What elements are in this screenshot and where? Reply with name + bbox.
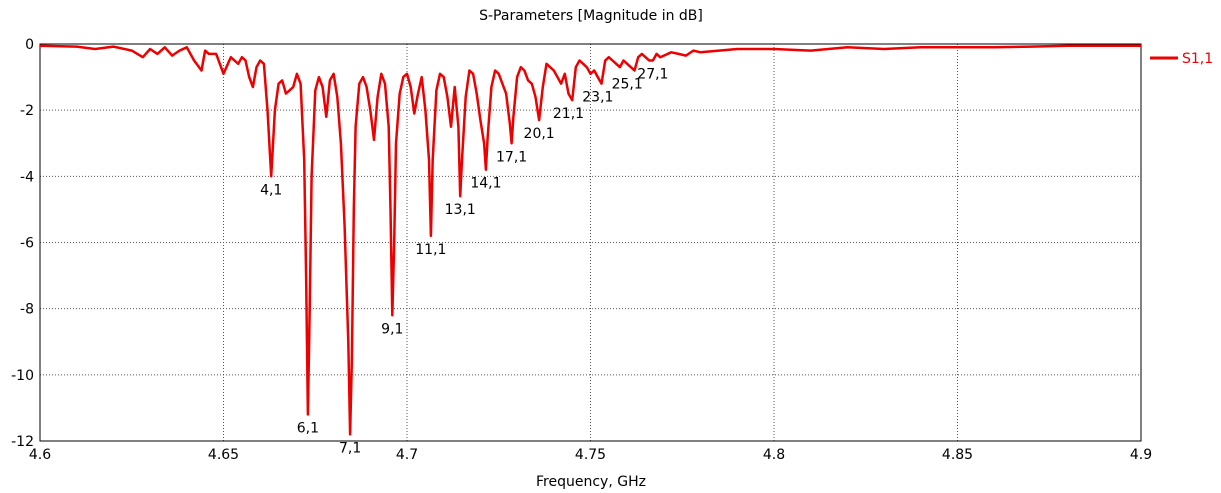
marker-label: 13,1 <box>445 202 476 218</box>
marker-label: 17,1 <box>496 149 527 165</box>
plot-area-frame <box>39 43 1142 442</box>
x-tick-label: 4.8 <box>763 447 785 463</box>
y-tick-label: -2 <box>20 103 34 119</box>
x-tick-label: 4.75 <box>575 447 606 463</box>
marker-labels: 4,1 6,1 7,1 9,1 11,1 13,1 14,1 17,1 20,1 21,123,1… <box>260 67 668 457</box>
y-tick-label: 0 <box>25 37 34 53</box>
marker-label: 21,1 <box>553 106 584 122</box>
marker-label: 23,1 <box>582 90 613 106</box>
y-tick-label: -12 <box>11 434 34 450</box>
x-axis-label: Frequency, GHz <box>536 474 646 490</box>
marker-label: 9,1 <box>381 321 403 337</box>
marker-label: 14,1 <box>470 176 501 192</box>
x-tick-label: 4.7 <box>396 447 418 463</box>
chart-title: S-Parameters [Magnitude in dB] <box>479 8 703 24</box>
marker-label: 6,1 <box>297 421 319 437</box>
marker-label: 27,1 <box>637 67 668 83</box>
y-tick-label: -4 <box>20 169 34 185</box>
y-tick-label: -6 <box>20 236 34 252</box>
x-tick-label: 4.65 <box>208 447 239 463</box>
legend-label-s11: S1,1 <box>1182 51 1213 67</box>
x-tick-labels: 4.6 4.65 4.7 4.75 4.8 4.85 4.9 <box>29 447 1152 463</box>
marker-label: 20,1 <box>524 126 555 142</box>
marker-label: 4,1 <box>260 182 282 198</box>
y-tick-label: -10 <box>11 368 34 384</box>
marker-label: 11,1 <box>415 242 446 258</box>
grid-lines <box>40 44 1141 441</box>
x-tick-label: 4.85 <box>942 447 973 463</box>
x-tick-label: 4.9 <box>1130 447 1152 463</box>
x-tick-label: 4.6 <box>29 447 51 463</box>
legend: S1,1 <box>1150 51 1213 67</box>
marker-label: 7,1 <box>339 440 361 456</box>
series-layer <box>39 44 1141 436</box>
y-tick-labels: 0 -2 -4 -6 -8 -10 -12 <box>11 37 34 450</box>
marker-label: 25,1 <box>612 76 643 92</box>
y-tick-label: -8 <box>20 302 34 318</box>
series-line-s11 <box>39 44 1141 436</box>
